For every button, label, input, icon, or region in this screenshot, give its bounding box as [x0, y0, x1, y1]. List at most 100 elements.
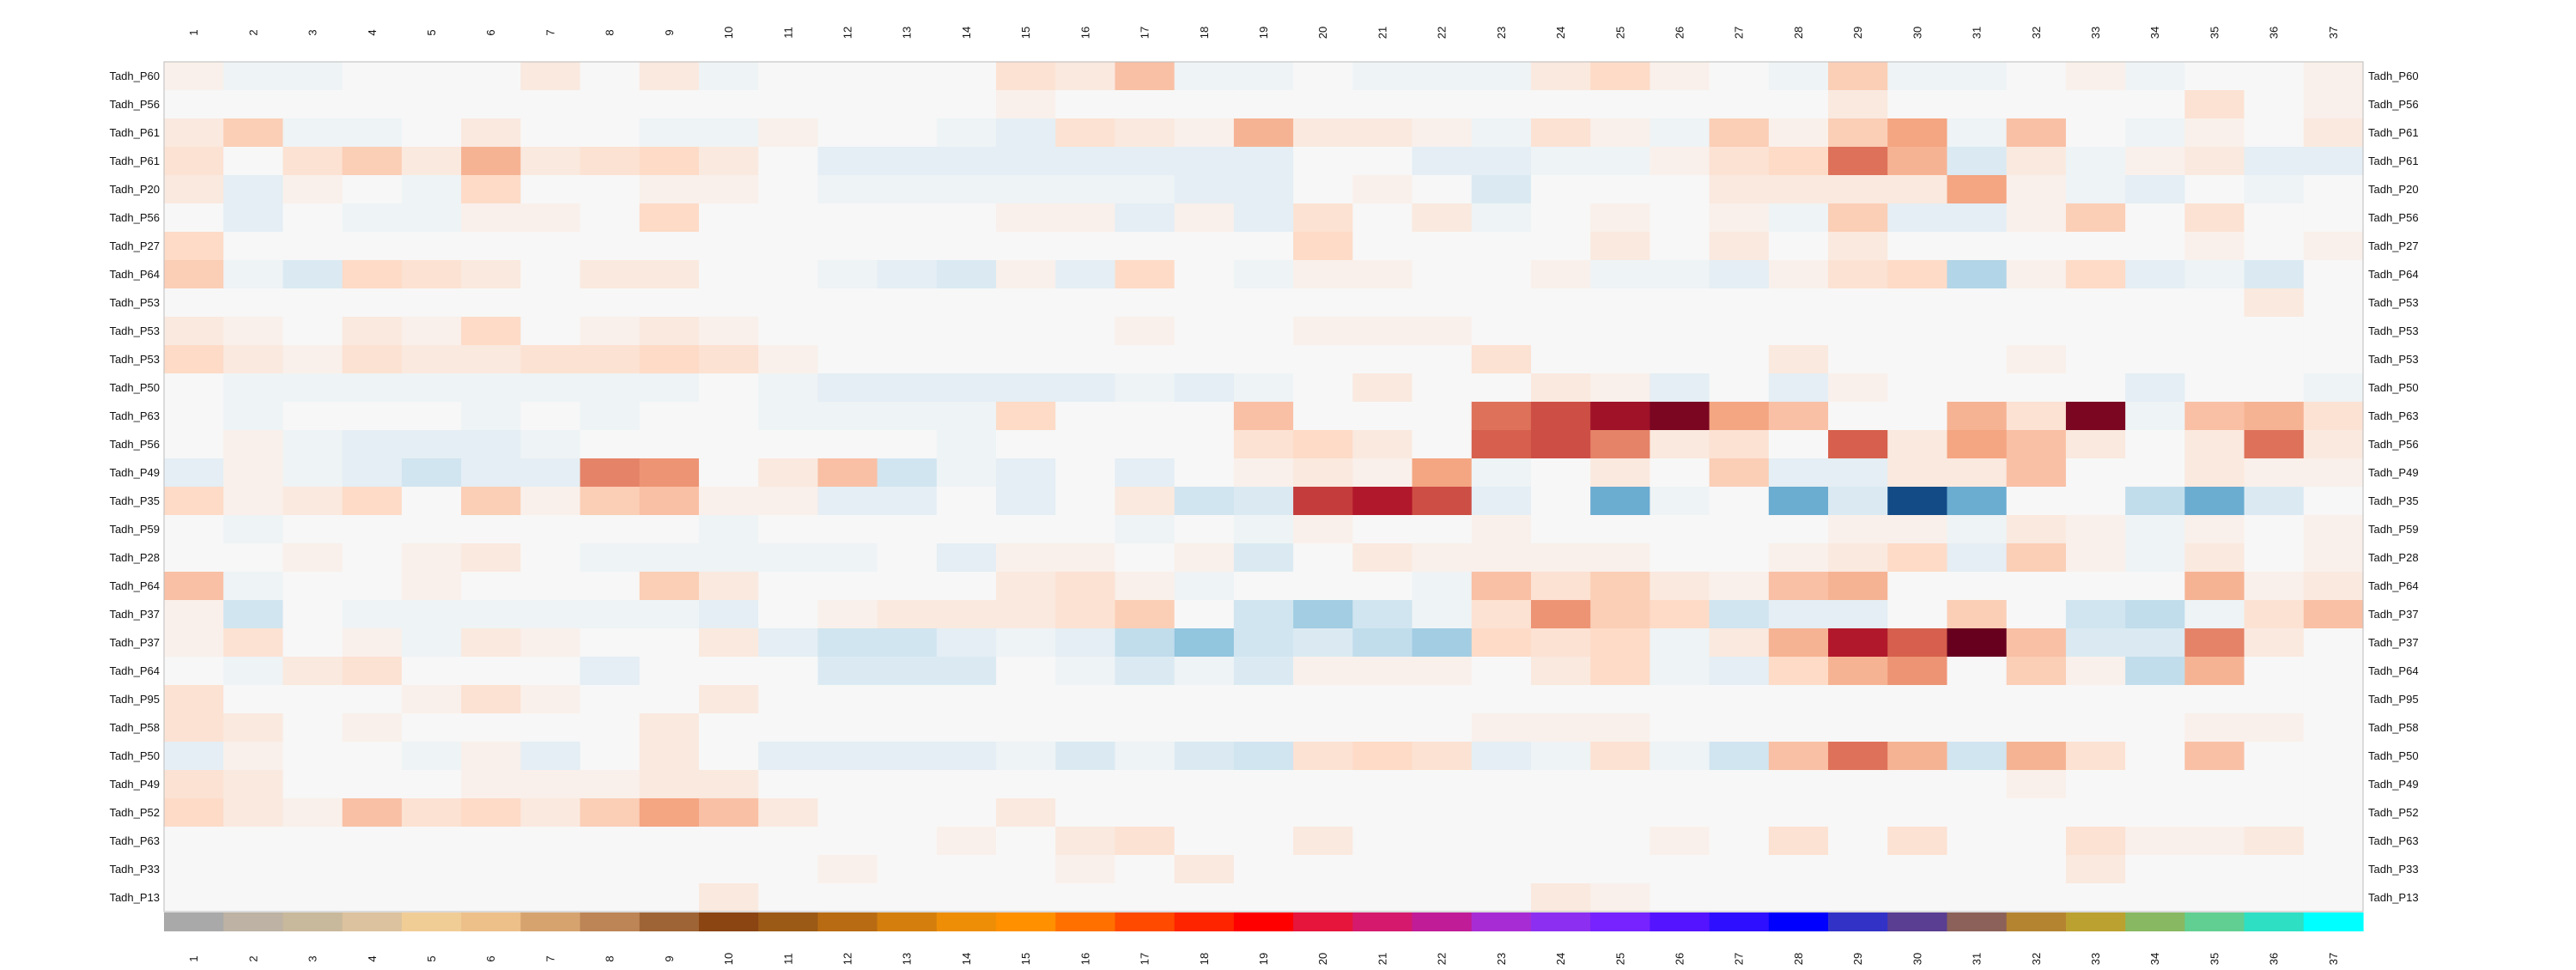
- heatmap-cell: [996, 685, 1056, 714]
- heatmap-cell: [2303, 232, 2364, 261]
- heatmap-cell: [877, 742, 938, 771]
- heatmap-cell: [2065, 742, 2126, 771]
- heatmap-cell: [996, 260, 1056, 289]
- heatmap-cell: [461, 430, 521, 459]
- heatmap-cell: [698, 62, 759, 91]
- heatmap-cell: [1471, 628, 1532, 658]
- heatmap-cell: [1649, 685, 1710, 714]
- column-color-swatch: [223, 912, 284, 931]
- heatmap-cell: [1709, 232, 1770, 261]
- heatmap-cell: [2065, 855, 2126, 884]
- heatmap-cell: [1115, 90, 1176, 119]
- heatmap-cell: [1055, 855, 1116, 884]
- heatmap-cell: [817, 317, 878, 346]
- heatmap-cell: [2184, 770, 2245, 799]
- heatmap-cell: [520, 628, 581, 658]
- row-label-right: Tadh_P56: [2368, 98, 2419, 111]
- heatmap-cell: [283, 260, 343, 289]
- heatmap-cell: [698, 543, 759, 573]
- heatmap-cell: [1768, 62, 1829, 91]
- heatmap-cell: [283, 742, 343, 771]
- heatmap-cell: [164, 90, 224, 119]
- heatmap-cell: [2065, 487, 2126, 516]
- heatmap-cell: [1828, 515, 1888, 544]
- heatmap-cell: [1293, 572, 1353, 601]
- heatmap-cell: [2125, 147, 2185, 176]
- heatmap-cell: [877, 402, 938, 431]
- heatmap-cell: [2184, 487, 2245, 516]
- heatmap-cell: [2184, 147, 2245, 176]
- heatmap-cell: [2125, 288, 2185, 318]
- column-label-bottom: 28: [1792, 953, 1805, 965]
- heatmap-cell: [2006, 118, 2067, 148]
- heatmap-cell: [2303, 373, 2364, 403]
- heatmap-cell: [817, 770, 878, 799]
- heatmap-cell: [1352, 770, 1413, 799]
- row-label-right: Tadh_P53: [2368, 353, 2419, 366]
- heatmap-cell: [698, 657, 759, 686]
- heatmap-cell: [1530, 203, 1591, 233]
- row-label-right: Tadh_P56: [2368, 438, 2419, 451]
- heatmap-cell: [1768, 600, 1829, 629]
- column-color-swatch: [1768, 912, 1829, 931]
- row-label-right: Tadh_P95: [2368, 693, 2419, 706]
- heatmap-cell: [1649, 373, 1710, 403]
- heatmap-cell: [1947, 430, 2008, 459]
- heatmap-cell: [1828, 402, 1888, 431]
- heatmap-cell: [1709, 883, 1770, 912]
- heatmap-cell: [1590, 827, 1651, 856]
- heatmap-cell: [1412, 260, 1473, 289]
- row-label-left: Tadh_P63: [109, 834, 160, 847]
- heatmap-cell: [1590, 685, 1651, 714]
- heatmap-cell: [2006, 572, 2067, 601]
- heatmap-cell: [520, 855, 581, 884]
- heatmap-cell: [639, 402, 700, 431]
- heatmap-cell: [164, 628, 224, 658]
- heatmap-cell: [164, 62, 224, 91]
- heatmap-cell: [2065, 713, 2126, 743]
- heatmap-cell: [639, 713, 700, 743]
- heatmap-cell: [461, 232, 521, 261]
- heatmap-cell: [1530, 317, 1591, 346]
- heatmap-cell: [1233, 402, 1294, 431]
- heatmap-cell: [2125, 402, 2185, 431]
- column-color-swatch: [2184, 912, 2245, 931]
- heatmap-cell: [1293, 883, 1353, 912]
- heatmap-cell: [223, 118, 284, 148]
- heatmap-cell: [1709, 288, 1770, 318]
- heatmap-cell: [1590, 713, 1651, 743]
- heatmap-cell: [1887, 600, 1948, 629]
- heatmap-cell: [461, 543, 521, 573]
- heatmap-cell: [1590, 543, 1651, 573]
- heatmap-cell: [1055, 713, 1116, 743]
- heatmap-cell: [342, 118, 403, 148]
- heatmap-cell: [1709, 742, 1770, 771]
- heatmap-cell: [283, 373, 343, 403]
- heatmap-cell: [342, 742, 403, 771]
- heatmap-cell: [2184, 685, 2245, 714]
- heatmap-cell: [2244, 713, 2305, 743]
- heatmap-cell: [342, 203, 403, 233]
- column-color-bar: [164, 912, 2364, 931]
- heatmap-cell: [817, 147, 878, 176]
- heatmap-cell: [520, 62, 581, 91]
- heatmap-cell: [580, 175, 641, 204]
- column-color-swatch: [164, 912, 224, 931]
- heatmap-cell: [877, 458, 938, 488]
- column-label-top: 1: [187, 29, 200, 35]
- heatmap-cell: [1233, 118, 1294, 148]
- heatmap-cell: [164, 260, 224, 289]
- bottom-column-labels: 1 2 3 4 5 6 7 8 9 10 11 12 13 14 15 16 17 18 19 20 21 22 23 24 2…: [187, 953, 2340, 965]
- heatmap-cell: [1709, 430, 1770, 459]
- heatmap-cell: [936, 827, 997, 856]
- heatmap-cell: [461, 288, 521, 318]
- heatmap-cell: [2006, 232, 2067, 261]
- heatmap-cell: [461, 685, 521, 714]
- heatmap-cell: [223, 260, 284, 289]
- heatmap-cell: [461, 260, 521, 289]
- heatmap-cell: [401, 798, 462, 828]
- heatmap-cell: [1471, 685, 1532, 714]
- column-label-bottom: 5: [425, 955, 438, 961]
- heatmap-cell: [1649, 232, 1710, 261]
- heatmap-cell: [461, 118, 521, 148]
